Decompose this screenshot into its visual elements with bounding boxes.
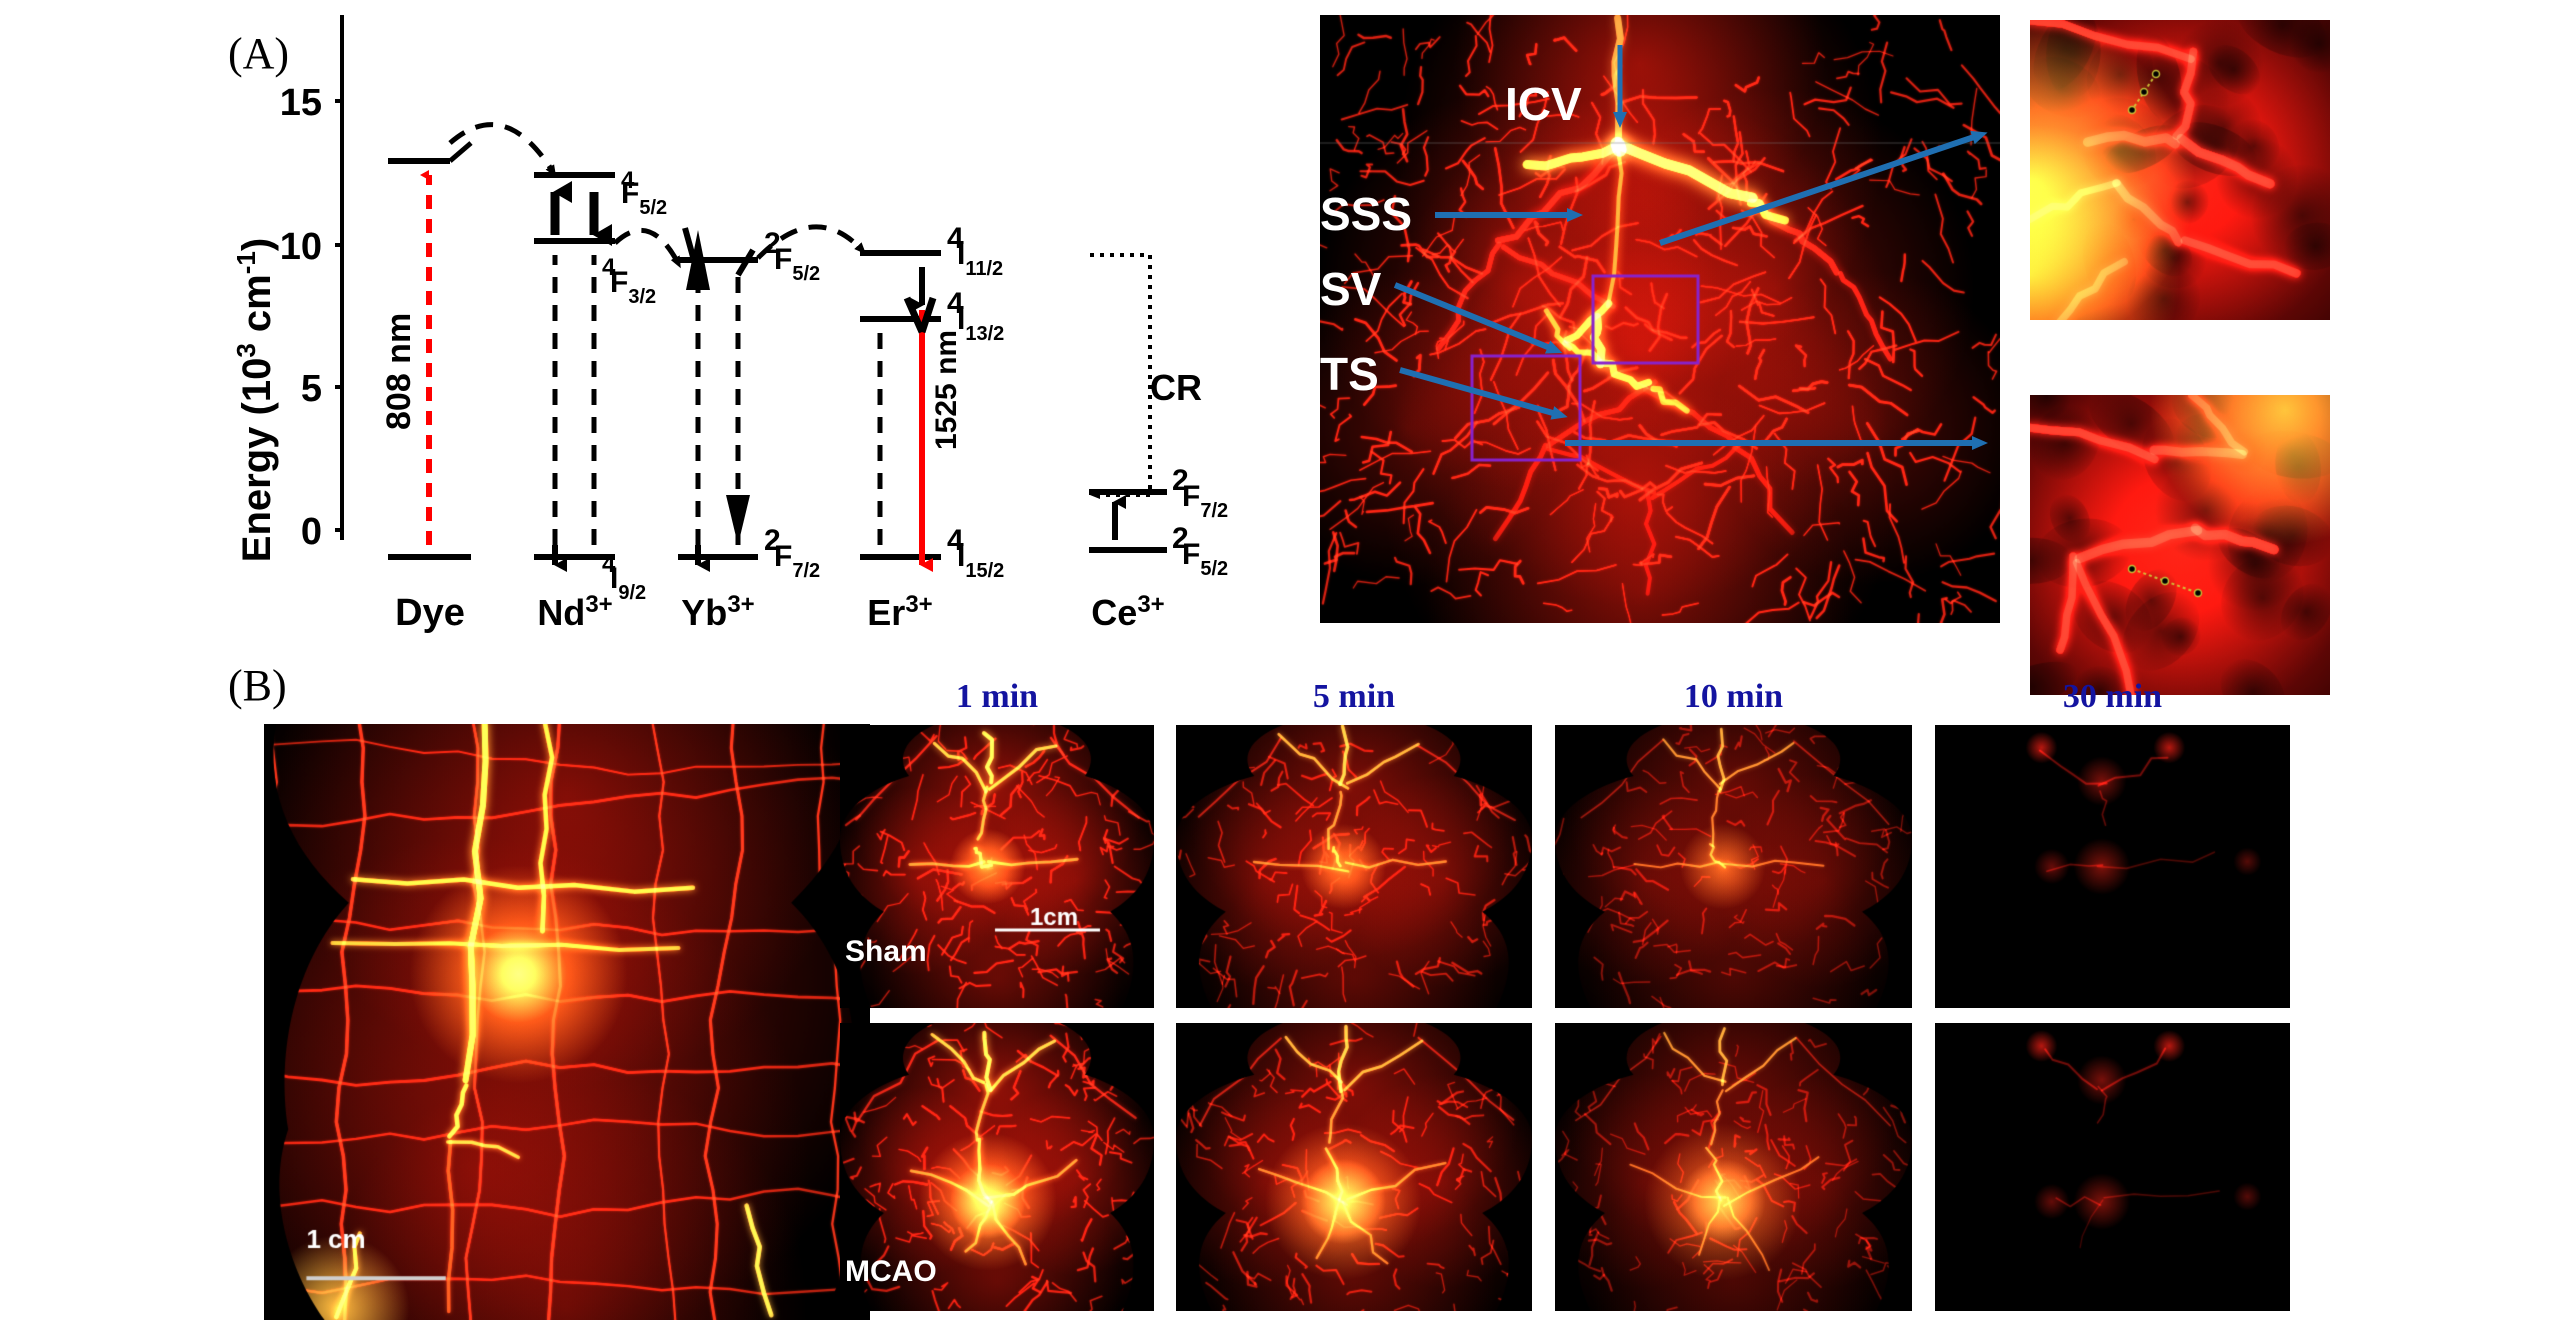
- svg-text:F5/2: F5/2: [621, 177, 667, 219]
- svg-text:808 nm: 808 nm: [380, 313, 418, 430]
- svg-text:F5/2: F5/2: [774, 243, 820, 285]
- svg-text:ICV: ICV: [1505, 78, 1582, 130]
- svg-text:F7/2: F7/2: [774, 540, 820, 582]
- svg-text:I11/2: I11/2: [957, 238, 1003, 280]
- svg-text:SSS: SSS: [1320, 188, 1412, 240]
- svg-text:0: 0: [301, 511, 322, 553]
- svg-text:F7/2: F7/2: [1182, 480, 1228, 522]
- svg-text:1525 nm: 1525 nm: [930, 330, 963, 450]
- svg-text:15: 15: [280, 82, 322, 124]
- svg-text:SV: SV: [1320, 263, 1382, 315]
- svg-text:I13/2: I13/2: [957, 303, 1004, 345]
- svg-text:Dye: Dye: [395, 592, 465, 634]
- svg-text:Nd3+: Nd3+: [537, 591, 612, 634]
- svg-text:F3/2: F3/2: [610, 266, 656, 308]
- svg-text:Energy (103 cm-1): Energy (103 cm-1): [231, 238, 279, 562]
- svg-text:F5/2: F5/2: [1182, 538, 1228, 580]
- svg-text:TS: TS: [1320, 348, 1379, 400]
- svg-text:Er3+: Er3+: [867, 591, 932, 634]
- svg-text:Ce3+: Ce3+: [1091, 591, 1164, 634]
- svg-text:I9/2: I9/2: [610, 562, 646, 604]
- svg-text:Yb3+: Yb3+: [681, 591, 754, 634]
- svg-text:I15/2: I15/2: [957, 540, 1004, 582]
- svg-text:5: 5: [301, 368, 322, 410]
- svg-text:CR: CR: [1150, 367, 1202, 408]
- svg-text:10: 10: [280, 226, 322, 268]
